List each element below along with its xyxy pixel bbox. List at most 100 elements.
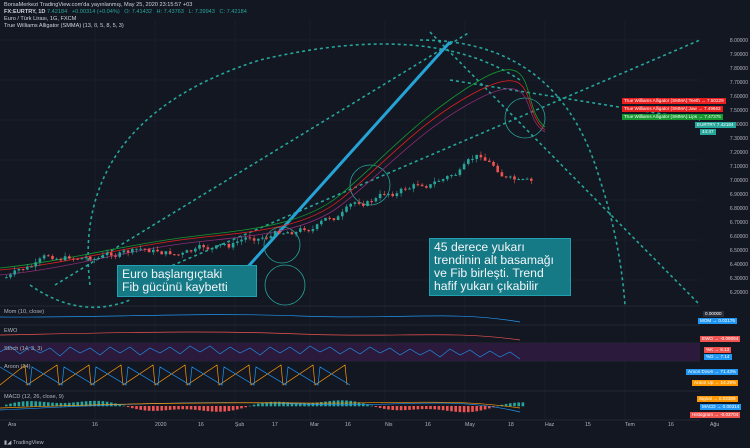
candle[interactable] — [118, 252, 121, 257]
candle[interactable] — [286, 232, 289, 234]
aroon-label[interactable]: Aroon (14) — [4, 364, 31, 370]
candle[interactable] — [219, 244, 222, 246]
candle[interactable] — [399, 188, 403, 194]
candle[interactable] — [294, 231, 298, 235]
annotation-right[interactable]: 45 derece yukarı trendinin alt basamağı … — [429, 238, 571, 296]
candle[interactable] — [55, 258, 58, 260]
candle[interactable] — [177, 254, 180, 256]
candles[interactable] — [5, 151, 533, 280]
candle[interactable] — [336, 216, 340, 221]
candle[interactable] — [84, 256, 88, 259]
candle[interactable] — [248, 237, 252, 239]
candle[interactable] — [378, 193, 382, 199]
candle[interactable] — [206, 247, 210, 250]
highlight-circles[interactable] — [263, 97, 546, 306]
candle[interactable] — [189, 250, 193, 252]
candle[interactable] — [408, 188, 411, 190]
candle[interactable] — [404, 188, 407, 190]
candle[interactable] — [122, 250, 126, 253]
candle[interactable] — [278, 231, 281, 234]
candle[interactable] — [231, 242, 235, 248]
candle[interactable] — [504, 176, 508, 178]
mom-label[interactable]: Mom (10, close) — [4, 309, 45, 315]
candle[interactable] — [21, 268, 25, 270]
candle[interactable] — [496, 165, 499, 173]
candle[interactable] — [114, 255, 117, 257]
candle[interactable] — [332, 218, 336, 221]
candle[interactable] — [383, 193, 386, 195]
candle[interactable] — [362, 203, 365, 206]
candle[interactable] — [412, 184, 415, 189]
candle[interactable] — [126, 250, 130, 253]
candle[interactable] — [131, 248, 134, 253]
candle[interactable] — [420, 184, 424, 187]
candle[interactable] — [68, 256, 71, 259]
candle[interactable] — [227, 243, 231, 248]
candle[interactable] — [156, 249, 159, 252]
candle[interactable] — [416, 184, 420, 186]
candle[interactable] — [391, 193, 394, 197]
candle[interactable] — [273, 231, 277, 237]
candle[interactable] — [105, 252, 109, 256]
candle[interactable] — [5, 277, 8, 279]
candle[interactable] — [202, 245, 205, 248]
candle[interactable] — [299, 228, 302, 232]
candle[interactable] — [345, 206, 348, 212]
candle[interactable] — [387, 193, 390, 195]
candle[interactable] — [101, 255, 105, 258]
candle[interactable] — [97, 257, 100, 259]
symbol-label[interactable]: FX:EURTRY, 1D — [4, 9, 46, 15]
candle[interactable] — [93, 258, 96, 260]
candle[interactable] — [311, 229, 315, 232]
stoch-label[interactable]: Stoch (14, 3, 3) — [4, 346, 43, 352]
candle[interactable] — [366, 201, 369, 206]
candle[interactable] — [509, 176, 512, 178]
candle[interactable] — [374, 198, 378, 202]
candle[interactable] — [89, 256, 92, 260]
candle[interactable] — [513, 176, 516, 180]
candle[interactable] — [269, 236, 273, 239]
candle[interactable] — [315, 224, 319, 230]
candle[interactable] — [9, 274, 12, 278]
candle[interactable] — [433, 181, 436, 185]
candle[interactable] — [446, 176, 449, 180]
candle[interactable] — [303, 228, 306, 231]
candle[interactable] — [349, 203, 352, 207]
candle[interactable] — [500, 172, 504, 177]
candle[interactable] — [341, 211, 344, 217]
candle[interactable] — [198, 245, 201, 249]
candle[interactable] — [530, 178, 533, 181]
fib-arcs[interactable] — [29, 39, 626, 309]
candle[interactable] — [17, 268, 21, 271]
candle[interactable] — [164, 251, 168, 255]
candle[interactable] — [475, 154, 478, 160]
candle[interactable] — [357, 202, 361, 204]
candle[interactable] — [38, 258, 42, 263]
trend-lines[interactable] — [54, 31, 701, 306]
candle[interactable] — [521, 178, 525, 180]
annotation-left[interactable]: Euro başlangıçtaki Fib gücünü kaybetti — [117, 265, 257, 297]
candle[interactable] — [265, 237, 268, 239]
candle[interactable] — [307, 230, 310, 232]
candle[interactable] — [483, 157, 487, 161]
candle[interactable] — [215, 245, 218, 249]
candle[interactable] — [80, 258, 84, 260]
candle[interactable] — [59, 258, 63, 261]
candle[interactable] — [223, 243, 226, 245]
candle[interactable] — [479, 154, 483, 158]
candle[interactable] — [63, 256, 67, 261]
candle[interactable] — [257, 238, 260, 241]
candle[interactable] — [160, 251, 163, 255]
candle[interactable] — [110, 252, 113, 256]
candle[interactable] — [324, 217, 327, 221]
candle[interactable] — [30, 266, 33, 268]
candle[interactable] — [282, 233, 285, 235]
macd-label[interactable]: MACD (12, 26, close, 9) — [4, 394, 64, 400]
candle[interactable] — [462, 163, 466, 170]
candle[interactable] — [135, 248, 138, 250]
candle[interactable] — [240, 239, 243, 242]
candle[interactable] — [143, 248, 147, 250]
candle[interactable] — [517, 179, 520, 181]
candle[interactable] — [26, 266, 29, 270]
